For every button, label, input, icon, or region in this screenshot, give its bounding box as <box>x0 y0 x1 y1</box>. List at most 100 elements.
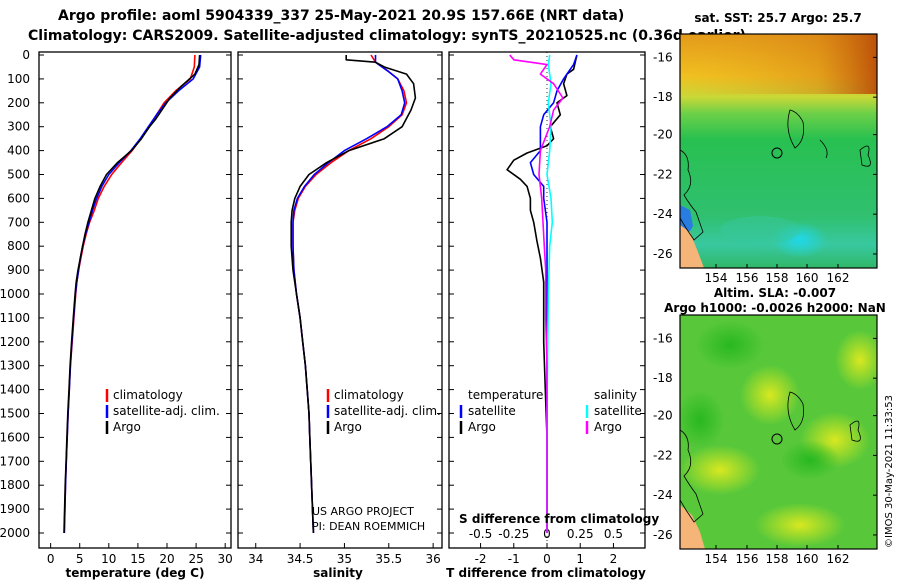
salinity-axis-label: salinity <box>313 566 363 580</box>
s-difference-tick-label: -0.25 <box>498 527 529 541</box>
figure-title-line-1: Argo profile: aoml 5904339_337 25-May-20… <box>58 8 624 24</box>
depth-tick-label: 1300 <box>0 359 30 373</box>
legend-heading-salinity: salinity <box>594 388 637 402</box>
depth-tick-label: 2000 <box>0 526 30 540</box>
temperature-series-satellite-adj-clim- <box>63 54 202 534</box>
credit-pi: PI: DEAN ROEMMICH <box>312 520 425 533</box>
sst-map-axes: 154 156 158 160 162 -16 -18 -20 -22 -24 -26 <box>653 50 877 285</box>
difference-series-salinity-satellite <box>546 54 554 533</box>
lon-tick-label: 158 <box>766 271 789 285</box>
sla-map-title-2: Argo h1000: -0.0026 h2000: NaN <box>664 301 886 315</box>
lat-tick-label: -26 <box>653 247 673 261</box>
lon-tick-label: 160 <box>796 552 819 566</box>
legend-label-s-argo: Argo <box>594 420 622 434</box>
depth-tick-label: 0 <box>22 48 30 62</box>
sla-map <box>680 315 877 549</box>
s-difference-axis-label: S difference from climatology <box>459 512 659 526</box>
difference-x-tick-label: 1 <box>576 552 584 566</box>
depth-tick-label: 500 <box>7 168 30 182</box>
lat-tick-label: -24 <box>653 488 673 502</box>
depth-tick-label: 400 <box>7 144 30 158</box>
lon-tick-label: 158 <box>766 552 789 566</box>
argo-position-marker <box>771 433 783 445</box>
depth-tick-label: 1900 <box>0 502 30 516</box>
lon-tick-label: 154 <box>705 271 728 285</box>
difference-x-tick-label: -1 <box>508 552 520 566</box>
difference-x-tick-label: 2 <box>610 552 618 566</box>
lon-tick-label: 156 <box>736 552 759 566</box>
lat-tick-label: -24 <box>653 207 673 221</box>
lat-tick-label: -18 <box>653 90 673 104</box>
legend-label-argo: Argo <box>113 420 141 434</box>
temperature-x-tick-label: 10 <box>101 552 116 566</box>
legend-label-t-satellite: satellite <box>468 404 516 418</box>
salinity-x-tick-label: 34.5 <box>287 552 314 566</box>
salinity-panel-frame <box>237 51 443 549</box>
legend-label-t-argo: Argo <box>468 420 496 434</box>
temperature-series-climatology <box>63 54 196 534</box>
temperature-x-tick-label: 15 <box>130 552 145 566</box>
depth-tick-label: 100 <box>7 72 30 86</box>
s-difference-tick-label: 0 <box>543 527 551 541</box>
salinity-legend: climatology satellite-adj. clim. Argo <box>326 388 441 434</box>
depth-tick-label: 900 <box>7 263 30 277</box>
lon-tick-label: 162 <box>827 552 850 566</box>
depth-tick-label: 1500 <box>0 407 30 421</box>
legend-label-s-satellite: satellite <box>594 404 642 418</box>
lon-tick-label: 154 <box>705 552 728 566</box>
salinity-x-tick-label: 35 <box>337 552 352 566</box>
temperature-x-tick-label: 5 <box>76 552 84 566</box>
difference-legend: temperature satellite Argo salinity sate… <box>459 388 642 434</box>
legend-label-satellite-adj-clim: satellite-adj. clim. <box>334 404 441 418</box>
temperature-panel-frame <box>38 51 232 549</box>
salinity-panel: 34 34.5 35 35.5 36 <box>248 54 441 566</box>
temperature-x-tick-label: 0 <box>47 552 55 566</box>
difference-series-salinity-argo <box>509 54 564 533</box>
salinity-x-tick-label: 34 <box>248 552 263 566</box>
salinity-x-tick-label: 36 <box>425 552 440 566</box>
sla-map-title-1: Altim. SLA: -0.007 <box>714 286 836 300</box>
depth-axis: 0 100 200 300 400 500 600 700 800 900 1000 1100 1200… <box>0 48 645 540</box>
imos-timestamp: ©IMOS 30-May-2021 11:33:53 <box>884 395 895 548</box>
lat-tick-label: -16 <box>653 50 673 64</box>
lat-tick-label: -26 <box>653 528 673 542</box>
depth-tick-label: 1700 <box>0 454 30 468</box>
t-difference-axis-label: T difference from climatology <box>446 566 646 580</box>
depth-tick-label: 200 <box>7 96 30 110</box>
temperature-x-tick-label: 20 <box>159 552 174 566</box>
difference-x-tick-label: 0 <box>543 552 551 566</box>
difference-x-tick-label: -2 <box>475 552 487 566</box>
depth-tick-label: 1100 <box>0 311 30 325</box>
depth-tick-label: 700 <box>7 215 30 229</box>
depth-tick-label: 1400 <box>0 383 30 397</box>
sla-map-axes: 154 156 158 160 162 -16 -18 -20 -22 -24 -26 <box>653 331 877 566</box>
s-difference-tick-label: -0.5 <box>469 527 492 541</box>
temperature-series-argo <box>63 54 201 534</box>
s-difference-tick-label: 0.5 <box>604 527 623 541</box>
s-difference-tick-label: 0.25 <box>567 527 594 541</box>
temperature-x-tick-label: 30 <box>218 552 233 566</box>
depth-tick-label: 1600 <box>0 430 30 444</box>
lon-tick-label: 156 <box>736 271 759 285</box>
temperature-axis-label: temperature (deg C) <box>66 566 205 580</box>
salinity-series-argo <box>290 55 417 534</box>
depth-tick-label: 600 <box>7 191 30 205</box>
salinity-x-tick-label: 35.5 <box>375 552 402 566</box>
depth-tick-label: 1800 <box>0 478 30 492</box>
depth-tick-label: 1200 <box>0 335 30 349</box>
legend-label-satellite-adj-clim: satellite-adj. clim. <box>113 404 220 418</box>
legend-label-climatology: climatology <box>334 388 404 402</box>
difference-series-temperature-satellite <box>529 54 578 533</box>
temperature-x-tick-label: 25 <box>188 552 203 566</box>
sst-map-title: sat. SST: 25.7 Argo: 25.7 <box>694 11 861 25</box>
salinity-series-satellite-adj-clim- <box>292 55 406 534</box>
argo-position-marker <box>771 147 783 159</box>
legend-label-climatology: climatology <box>113 388 183 402</box>
sst-map <box>680 34 877 268</box>
lat-tick-label: -20 <box>653 409 673 423</box>
lat-tick-label: -22 <box>653 167 673 181</box>
difference-panel: -2 -1 0 1 2 -0.5 -0.25 0 0.25 0.5 <box>469 52 623 566</box>
depth-tick-label: 800 <box>7 239 30 253</box>
lat-tick-label: -18 <box>653 371 673 385</box>
